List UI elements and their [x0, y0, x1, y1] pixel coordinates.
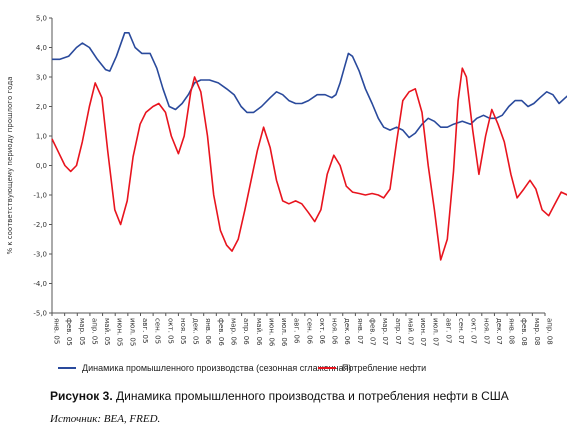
- x-tick-label: июн. 06: [267, 318, 275, 347]
- x-tick-label: фев. 05: [65, 318, 73, 346]
- series-line-0: [52, 31, 567, 139]
- x-tick-label: мар. 06: [229, 318, 237, 346]
- x-tick-label: июн. 05: [116, 318, 124, 346]
- x-tick-label: май. 07: [406, 318, 414, 345]
- chart-series: [51, 31, 567, 261]
- x-tick-label: май. 06: [255, 318, 263, 346]
- x-tick-label: фев. 06: [217, 318, 225, 346]
- legend-swatch-production: [58, 367, 76, 369]
- x-tick-label: окт. 05: [166, 318, 174, 344]
- x-tick-label: июн. 07: [419, 318, 427, 346]
- y-tick-label: 3,0: [36, 74, 47, 82]
- caption-label: Рисунок 3.: [50, 389, 113, 403]
- x-tick-label: янв. 06: [204, 318, 212, 345]
- x-tick-label: дек. 06: [343, 318, 351, 345]
- x-tick-label: авг. 06: [293, 318, 301, 344]
- caption-text: Динамика промышленного производства и по…: [112, 389, 509, 403]
- x-tick-label: окт. 07: [470, 318, 478, 344]
- x-tick-label: июл. 05: [128, 318, 136, 346]
- y-tick-label: -5,0: [33, 310, 47, 318]
- x-tick-labels: янв. 05 фев. 05 мар. 05 апр. 05 май. 05 июн. …: [51, 313, 554, 347]
- x-tick-label: апр. 05: [90, 318, 98, 345]
- y-tick-label: 4,0: [36, 44, 47, 52]
- figure-source: Источник: BEA, FRED.: [50, 413, 160, 425]
- x-tick-label: фев. 08: [520, 318, 528, 346]
- y-tick-label: -4,0: [33, 280, 47, 288]
- x-tick-label: апр. 07: [394, 318, 402, 345]
- x-tick-label: дек. 05: [192, 318, 200, 345]
- legend-swatch-oil: [318, 367, 336, 369]
- x-tick-label: мар. 08: [533, 318, 541, 345]
- chart-axes: [51, 18, 545, 314]
- x-tick-label: янв. 05: [53, 318, 61, 344]
- x-tick-label: авг. 07: [444, 318, 452, 343]
- legend-item-production: Динамика промышленного производства (сез…: [58, 363, 351, 373]
- x-tick-label: мар. 07: [381, 318, 389, 345]
- x-tick-label: апр. 06: [242, 318, 250, 345]
- chart-legend: Динамика промышленного производства (сез…: [58, 363, 548, 377]
- y-tick-labels: 5,0 4,0 3,0 2,0 1,0 0,0 -1,0 -2,0 -3,0 -4,0 -5,0: [33, 15, 52, 318]
- y-tick-label: -2,0: [33, 221, 47, 229]
- y-axis-label: % к соответствующему периоду прошлого го…: [6, 76, 14, 254]
- chart: 5,0 4,0 3,0 2,0 1,0 0,0 -1,0 -2,0 -3,0 -4,0 -5,0 я…: [6, 15, 567, 347]
- x-tick-label: авг. 05: [141, 318, 149, 343]
- y-tick-label: -3,0: [33, 251, 47, 259]
- legend-label-production: Динамика промышленного производства (сез…: [82, 363, 352, 373]
- series-line-1: [51, 67, 567, 261]
- x-tick-label: фев. 07: [369, 318, 377, 346]
- x-tick-label: мар. 05: [78, 318, 86, 345]
- x-tick-label: апр. 08: [546, 318, 554, 345]
- y-tick-label: -1,0: [33, 192, 47, 200]
- x-tick-label: окт. 06: [318, 318, 326, 344]
- x-tick-label: июл. 06: [280, 318, 288, 347]
- y-tick-label: 0,0: [36, 162, 47, 170]
- y-tick-label: 5,0: [36, 15, 47, 23]
- x-tick-label: июл. 07: [432, 318, 440, 346]
- x-tick-label: сен. 07: [457, 318, 465, 344]
- x-tick-label: ноя. 05: [179, 318, 187, 344]
- x-tick-label: янв. 07: [356, 318, 364, 344]
- x-tick-label: янв. 08: [508, 318, 516, 344]
- legend-item-oil: Потребление нефти: [318, 363, 426, 373]
- figure-caption: Рисунок 3. Динамика промышленного произв…: [50, 389, 509, 403]
- x-tick-label: ноя. 07: [482, 318, 490, 344]
- source-label: Источник:: [50, 413, 101, 425]
- source-text: BEA, FRED.: [101, 413, 161, 425]
- x-tick-label: сен. 06: [305, 318, 313, 345]
- y-tick-label: 1,0: [36, 133, 47, 141]
- x-tick-label: сен. 05: [154, 318, 162, 344]
- y-tick-label: 2,0: [36, 103, 47, 111]
- x-tick-label: ноя. 06: [331, 318, 339, 345]
- legend-label-oil: Потребление нефти: [342, 363, 427, 373]
- x-tick-label: дек. 07: [495, 318, 503, 345]
- x-tick-label: май. 05: [103, 318, 111, 345]
